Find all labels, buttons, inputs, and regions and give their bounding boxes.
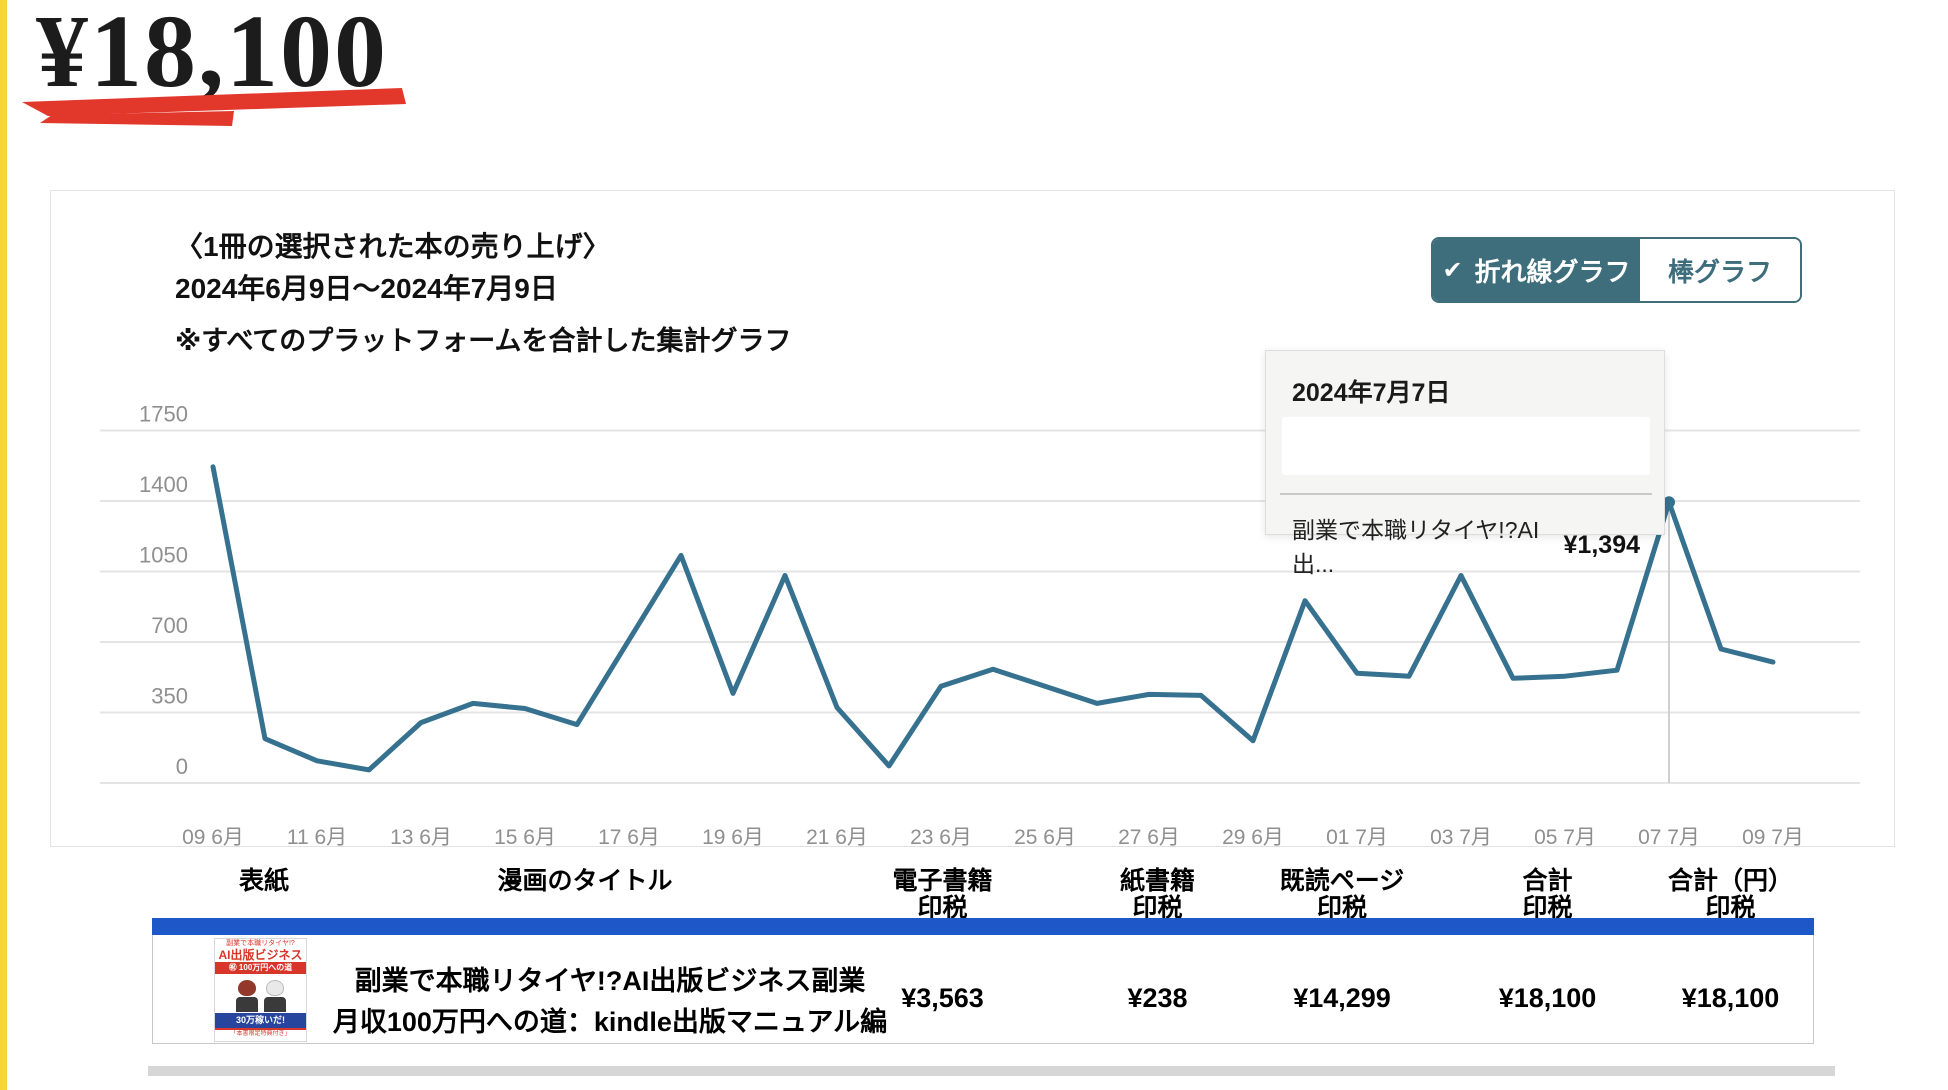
tooltip-series-label: 副業で本職リタイヤ!?AI出... — [1292, 517, 1540, 577]
tooltip-date: 2024年7月7日 — [1292, 379, 1451, 407]
total-royalty-value: ¥18,100 — [1498, 983, 1597, 1013]
tooltip-divider — [1280, 493, 1652, 495]
line-chart-toggle-button[interactable]: ✔ 折れ線グラフ — [1433, 239, 1640, 301]
page-accent-stripe — [0, 0, 7, 1090]
cover-title-text: AI出版ビジネス — [218, 948, 303, 962]
table-header-bar — [152, 918, 1814, 935]
ebook-royalty-value: ¥3,563 — [901, 983, 984, 1013]
chart-tooltip: 2024年7月7日 副業で本職リタイヤ!?AI出... ¥1,394 — [1265, 350, 1665, 577]
cover-character-white-hair — [263, 980, 287, 1012]
line-chart-toggle-label: 折れ線グラフ — [1474, 256, 1631, 287]
chart-note: ※すべてのプラットフォームを合計した集計グラフ — [175, 326, 792, 356]
col-header-pages-read-royalty: 既読ページ 印税 — [1279, 867, 1405, 922]
chart-title-block: 〈1冊の選択された本の売り上げ〉 2024年6月9日〜2024年7月9日 ※すべ… — [175, 226, 791, 361]
col-header-paper-royalty: 紙書籍 印税 — [1119, 867, 1195, 922]
cover-art-characters — [215, 974, 306, 1013]
tooltip-row: 副業で本職リタイヤ!?AI出... ¥1,394 — [1292, 511, 1640, 579]
cover-blue-band-text: 30万稼いだ! — [215, 1013, 306, 1028]
chart-type-toggle: ✔ 折れ線グラフ 棒グラフ — [1431, 237, 1802, 303]
col-header-title: 漫画のタイトル — [497, 867, 673, 895]
book-title-line1: 副業で本職リタイヤ!?AI出版ビジネス副業 — [354, 966, 866, 996]
cover-character-red-hair — [235, 980, 259, 1012]
pages-read-royalty-value: ¥14,299 — [1293, 983, 1391, 1013]
bar-chart-toggle-button[interactable]: 棒グラフ — [1640, 239, 1800, 301]
table-row — [152, 935, 1814, 1044]
red-marker-underline-icon — [22, 88, 406, 126]
check-icon: ✔ — [1442, 256, 1463, 284]
book-cover-thumbnail: 副業で本職リタイヤ!? AI出版ビジネス ㊗ 100万円への道 30万稼いだ! … — [214, 938, 307, 1042]
bottom-section-edge — [148, 1066, 1835, 1076]
paper-royalty-value: ¥238 — [1127, 983, 1188, 1013]
total-yen-royalty-value: ¥18,100 — [1681, 983, 1780, 1013]
col-header-cover: 表紙 — [238, 867, 289, 895]
chart-date-range: 2024年6月9日〜2024年7月9日 — [175, 273, 558, 304]
cover-band-text: ㊗ 100万円への道 — [215, 962, 306, 974]
cover-foot-text: 「本書限定特典付き」 — [215, 1028, 306, 1041]
cover-top-text: 副業で本職リタイヤ!? — [226, 940, 295, 947]
tooltip-value: ¥1,394 — [1563, 530, 1640, 559]
chart-title: 〈1冊の選択された本の売り上げ〉 — [175, 231, 611, 262]
col-header-ebook-royalty: 電子書籍 印税 — [892, 867, 993, 922]
col-header-total-yen-royalty: 合計（円） 印税 — [1667, 867, 1793, 922]
book-title-line2: 月収100万円への道：kindle出版マニュアル編 — [332, 1007, 888, 1037]
tooltip-highlight-box — [1282, 417, 1650, 475]
col-header-total-royalty: 合計 印税 — [1522, 867, 1573, 922]
